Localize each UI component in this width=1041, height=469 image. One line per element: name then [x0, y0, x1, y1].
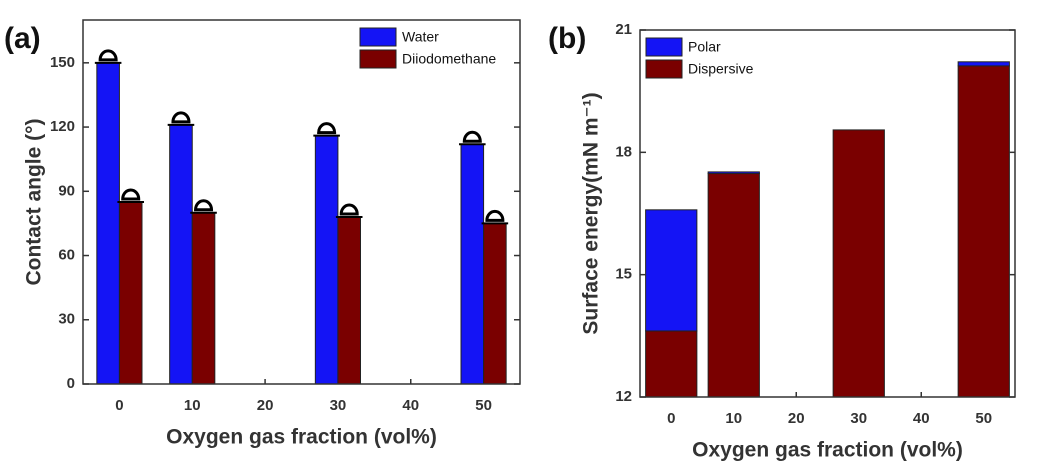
droplet-icon: [171, 111, 191, 124]
legend-swatch: [359, 49, 397, 69]
x-tick-label: 40: [402, 397, 419, 414]
y-tick-label: 0: [67, 375, 75, 392]
legend-label: Diiodomethane: [402, 51, 496, 67]
x-axis-title: Oxygen gas fraction (vol%): [166, 426, 437, 449]
panel-label: (b): [548, 22, 586, 55]
legend-label: Water: [402, 29, 439, 45]
plot-frame: [639, 29, 1016, 398]
bar: [169, 124, 193, 385]
droplet-icon: [121, 188, 141, 201]
x-axis-title: Oxygen gas fraction (vol%): [692, 439, 963, 462]
bar: [96, 62, 120, 385]
droplet-icon: [462, 130, 482, 143]
bar: [707, 171, 760, 175]
legend-label: Polar: [688, 39, 721, 55]
plot-frame: [82, 19, 521, 385]
legend-label: Dispersive: [688, 61, 754, 77]
bar: [483, 222, 507, 385]
legend-swatch: [359, 27, 397, 47]
y-tick-label: 30: [58, 311, 75, 328]
y-tick-label: 60: [58, 246, 75, 263]
y-tick-label: 90: [58, 182, 75, 199]
x-tick-label: 0: [115, 397, 123, 414]
droplet-icon: [339, 203, 359, 216]
legend-swatch: [645, 59, 683, 79]
x-tick-label: 30: [330, 397, 347, 414]
panel-label: (a): [4, 22, 41, 55]
y-tick-label: 120: [50, 118, 75, 135]
x-tick-label: 50: [475, 397, 492, 414]
bar: [118, 201, 143, 385]
bar: [957, 65, 1010, 398]
x-tick-label: 10: [725, 410, 742, 427]
bar: [460, 143, 485, 385]
bar: [707, 173, 760, 398]
droplet-icon: [98, 49, 118, 62]
bar: [645, 330, 698, 398]
droplet-icon: [317, 122, 337, 135]
y-tick-label: 150: [50, 54, 75, 71]
x-tick-label: 0: [667, 410, 675, 427]
y-axis-title: Surface energy(mN m⁻¹): [580, 92, 603, 334]
bar: [191, 212, 216, 385]
bar: [337, 216, 361, 385]
x-tick-label: 20: [257, 397, 274, 414]
x-tick-label: 50: [975, 410, 992, 427]
y-tick-label: 12: [615, 388, 632, 405]
bar: [314, 135, 339, 385]
x-tick-label: 20: [788, 410, 805, 427]
y-tick-label: 21: [615, 21, 632, 38]
droplet-icon: [485, 209, 505, 222]
droplet-icon: [194, 199, 214, 212]
x-tick-label: 30: [850, 410, 867, 427]
y-tick-label: 15: [615, 266, 632, 283]
legend-swatch: [645, 37, 683, 57]
bar: [957, 61, 1010, 67]
bar: [645, 209, 698, 332]
x-tick-label: 40: [913, 410, 930, 427]
y-tick-label: 18: [615, 143, 632, 160]
bar: [832, 129, 885, 398]
x-tick-label: 10: [184, 397, 201, 414]
y-axis-title: Contact angle (°): [23, 118, 46, 285]
